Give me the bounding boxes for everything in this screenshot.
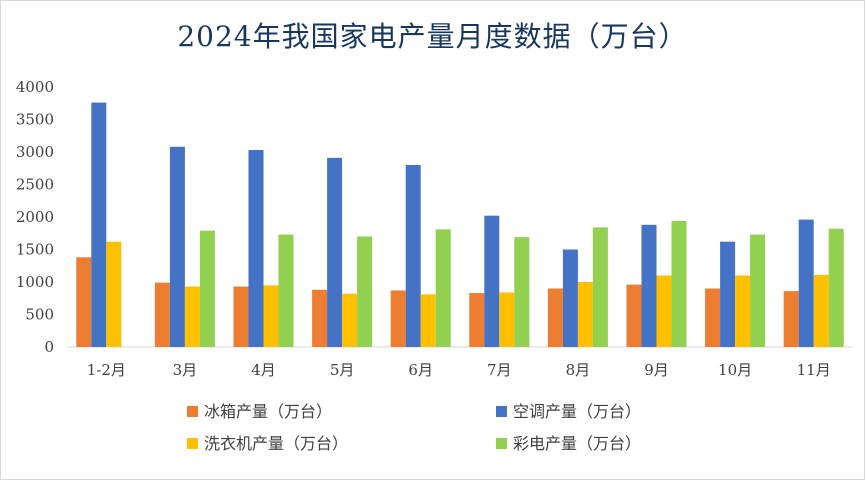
y-tick-label: 500 xyxy=(25,306,54,324)
bar xyxy=(405,165,421,347)
bar xyxy=(783,291,799,347)
bar xyxy=(327,157,343,347)
x-axis-tick-labels: 1-2月 3月 4月 5月 6月 7月 8月 9月 10月 11月 xyxy=(87,361,831,379)
chart-legend: 冰箱产量（万台） 空调产量（万台） 洗衣机产量（万台） 彩电产量（万台） xyxy=(187,402,641,453)
bar xyxy=(641,224,657,347)
x-tick-label: 3月 xyxy=(173,361,198,379)
bar xyxy=(484,215,500,347)
y-tick-label: 2000 xyxy=(16,208,54,226)
bar xyxy=(813,274,829,347)
x-tick-label: 9月 xyxy=(644,361,669,379)
bar xyxy=(106,241,122,347)
legend-label: 冰箱产量（万台） xyxy=(204,402,332,421)
bar xyxy=(469,293,485,347)
legend-swatch xyxy=(496,438,507,449)
series-1-bars xyxy=(76,257,799,347)
series-3-bars xyxy=(106,241,829,347)
legend-swatch xyxy=(187,406,198,417)
bar xyxy=(233,286,249,347)
bar xyxy=(562,249,578,347)
bar xyxy=(154,282,170,347)
bar xyxy=(720,241,736,347)
bar xyxy=(499,292,515,347)
x-tick-label: 5月 xyxy=(330,361,355,379)
bar xyxy=(312,289,328,347)
x-tick-label: 1-2月 xyxy=(87,361,126,379)
y-tick-label: 3000 xyxy=(16,143,54,161)
bar xyxy=(76,257,92,347)
bar xyxy=(671,220,687,347)
y-axis-tick-labels: 0 500 1000 1500 2000 2500 3000 3500 4000 xyxy=(16,78,54,356)
legend-item: 空调产量（万台） xyxy=(496,402,641,421)
y-tick-label: 2500 xyxy=(16,176,54,194)
bar xyxy=(705,288,721,347)
y-tick-label: 1000 xyxy=(16,273,54,291)
legend-item: 彩电产量（万台） xyxy=(496,434,641,453)
legend-item: 冰箱产量（万台） xyxy=(187,402,332,421)
bar xyxy=(514,237,530,347)
bar xyxy=(420,294,436,347)
bar xyxy=(592,227,608,347)
bar xyxy=(357,236,373,347)
x-tick-label: 6月 xyxy=(408,361,433,379)
legend-label: 空调产量（万台） xyxy=(513,402,641,421)
bar xyxy=(577,282,593,347)
bar xyxy=(342,293,358,347)
legend-label: 彩电产量（万台） xyxy=(513,434,641,453)
bar xyxy=(735,275,751,347)
bar xyxy=(547,288,563,347)
bar-series-group xyxy=(76,102,844,347)
y-tick-label: 3500 xyxy=(16,111,54,129)
bar xyxy=(263,285,279,347)
x-tick-label: 10月 xyxy=(718,361,752,379)
legend-item: 洗衣机产量（万台） xyxy=(187,434,348,453)
bar xyxy=(626,284,642,347)
y-tick-label: 1500 xyxy=(16,241,54,259)
bar xyxy=(828,228,844,347)
bar xyxy=(390,290,406,347)
bar xyxy=(435,229,451,347)
series-4-bars xyxy=(199,220,844,347)
x-tick-label: 8月 xyxy=(566,361,591,379)
x-tick-label: 4月 xyxy=(251,361,276,379)
legend-swatch xyxy=(187,438,198,449)
y-tick-label: 4000 xyxy=(16,78,54,96)
x-tick-label: 11月 xyxy=(797,361,831,379)
bar xyxy=(798,219,814,347)
bar xyxy=(91,102,107,347)
y-tick-label: 0 xyxy=(44,338,54,356)
bar xyxy=(278,234,294,347)
x-tick-label: 7月 xyxy=(487,361,512,379)
bar xyxy=(248,150,264,347)
bar xyxy=(750,234,766,347)
bar xyxy=(199,230,215,347)
series-2-bars xyxy=(91,102,814,347)
bar xyxy=(656,275,672,347)
legend-label: 洗衣机产量（万台） xyxy=(204,434,348,453)
chart-title: 2024年我国家电产量月度数据（万台） xyxy=(177,20,688,53)
legend-swatch xyxy=(496,406,507,417)
bar xyxy=(169,146,185,347)
bar xyxy=(184,286,200,347)
